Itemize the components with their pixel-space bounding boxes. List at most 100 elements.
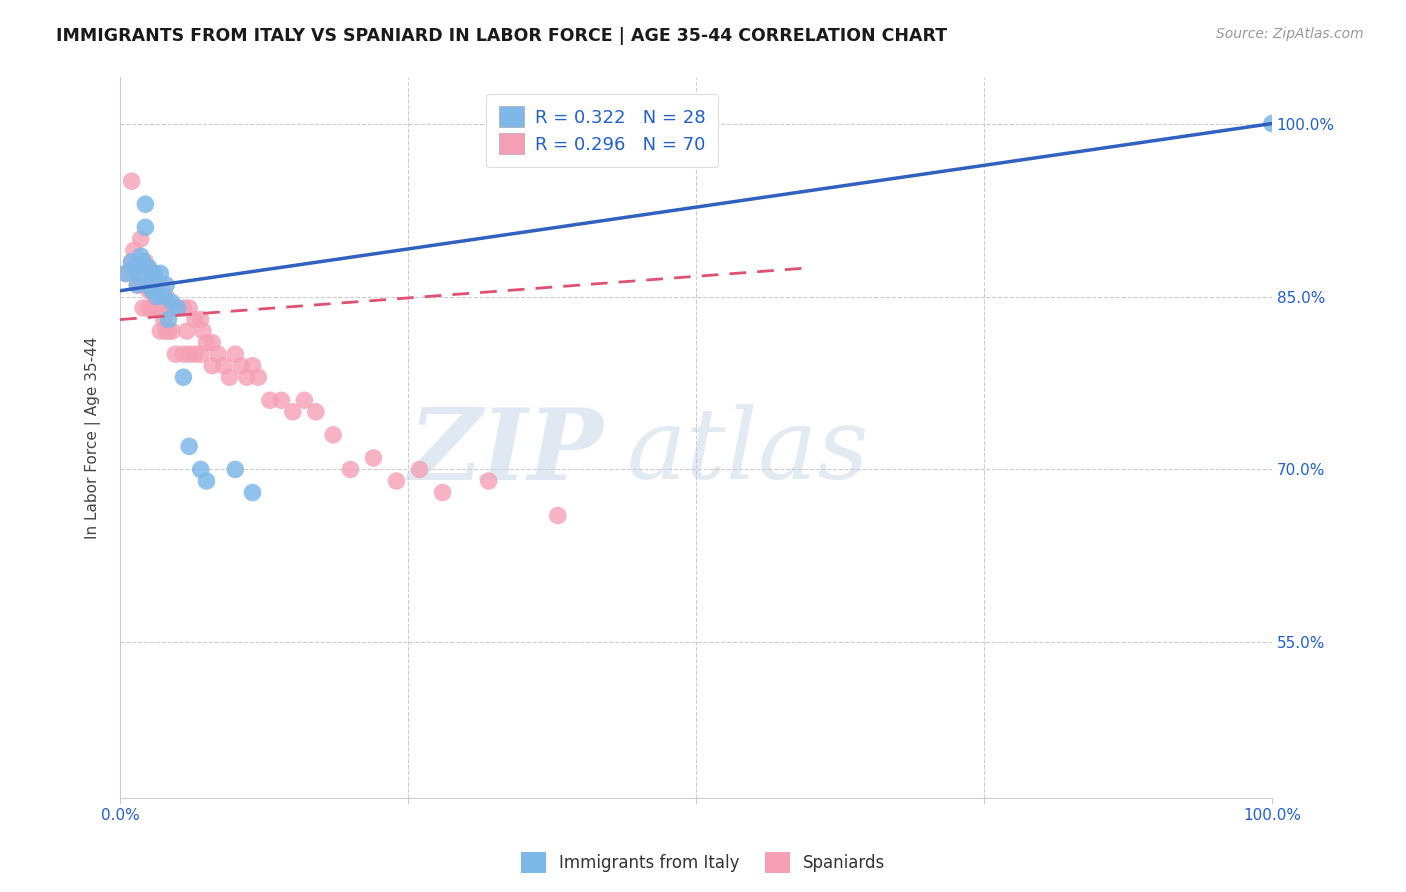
Point — [191, 324, 214, 338]
Point — [138, 277, 160, 292]
Point — [141, 284, 163, 298]
Point — [242, 485, 264, 500]
Point — [160, 301, 183, 315]
Point — [138, 284, 160, 298]
Point — [132, 255, 155, 269]
Point — [121, 255, 143, 269]
Point — [132, 301, 155, 315]
Text: IMMIGRANTS FROM ITALY VS SPANIARD IN LABOR FORCE | AGE 35-44 CORRELATION CHART: IMMIGRANTS FROM ITALY VS SPANIARD IN LAB… — [56, 27, 948, 45]
Point — [190, 312, 212, 326]
Point — [122, 260, 145, 275]
Point — [134, 267, 156, 281]
Point — [132, 277, 155, 292]
Point — [146, 301, 169, 315]
Point — [385, 474, 408, 488]
Point — [121, 255, 143, 269]
Point — [184, 347, 207, 361]
Point — [408, 462, 430, 476]
Point — [179, 347, 201, 361]
Point — [195, 474, 218, 488]
Point — [153, 289, 176, 303]
Point — [322, 428, 344, 442]
Point — [155, 324, 177, 338]
Point — [270, 393, 292, 408]
Text: Source: ZipAtlas.com: Source: ZipAtlas.com — [1216, 27, 1364, 41]
Point — [146, 289, 169, 303]
Point — [218, 370, 240, 384]
Point — [155, 277, 177, 292]
Point — [478, 474, 501, 488]
Point — [363, 450, 385, 465]
Point — [129, 249, 152, 263]
Point — [157, 301, 180, 315]
Point — [176, 324, 198, 338]
Point — [157, 312, 180, 326]
Point — [201, 359, 224, 373]
Point — [229, 359, 252, 373]
Y-axis label: In Labor Force | Age 35-44: In Labor Force | Age 35-44 — [86, 336, 101, 539]
Point — [166, 301, 188, 315]
Point — [134, 277, 156, 292]
Point — [224, 347, 246, 361]
Point — [195, 335, 218, 350]
Point — [143, 267, 166, 281]
Point — [122, 244, 145, 258]
Point — [127, 267, 149, 281]
Point — [129, 232, 152, 246]
Point — [138, 260, 160, 275]
Point — [143, 267, 166, 281]
Point — [129, 255, 152, 269]
Legend: Immigrants from Italy, Spaniards: Immigrants from Italy, Spaniards — [515, 846, 891, 880]
Point — [165, 347, 187, 361]
Point — [1261, 117, 1284, 131]
Point — [207, 347, 229, 361]
Point — [292, 393, 315, 408]
Point — [114, 267, 136, 281]
Point — [259, 393, 281, 408]
Point — [141, 301, 163, 315]
Point — [305, 405, 328, 419]
Point — [179, 439, 201, 453]
Point — [153, 289, 176, 303]
Point — [127, 277, 149, 292]
Point — [236, 370, 259, 384]
Point — [212, 359, 235, 373]
Point — [114, 267, 136, 281]
Point — [149, 301, 172, 315]
Point — [247, 370, 270, 384]
Point — [157, 324, 180, 338]
Point — [141, 277, 163, 292]
Text: atlas: atlas — [627, 404, 870, 500]
Point — [172, 347, 194, 361]
Point — [134, 220, 156, 235]
Point — [160, 295, 183, 310]
Point — [138, 267, 160, 281]
Point — [149, 267, 172, 281]
Point — [165, 301, 187, 315]
Point — [149, 277, 172, 292]
Point — [149, 324, 172, 338]
Point — [155, 289, 177, 303]
Point — [127, 267, 149, 281]
Point — [339, 462, 361, 476]
Point — [127, 277, 149, 292]
Point — [190, 347, 212, 361]
Point — [242, 359, 264, 373]
Point — [184, 312, 207, 326]
Point — [121, 174, 143, 188]
Point — [281, 405, 304, 419]
Point — [143, 289, 166, 303]
Point — [179, 301, 201, 315]
Point — [141, 267, 163, 281]
Legend: R = 0.322   N = 28, R = 0.296   N = 70: R = 0.322 N = 28, R = 0.296 N = 70 — [486, 94, 718, 167]
Point — [146, 277, 169, 292]
Point — [547, 508, 569, 523]
Point — [172, 370, 194, 384]
Point — [153, 312, 176, 326]
Point — [138, 301, 160, 315]
Point — [166, 301, 188, 315]
Point — [190, 462, 212, 476]
Point — [134, 197, 156, 211]
Point — [172, 301, 194, 315]
Point — [201, 335, 224, 350]
